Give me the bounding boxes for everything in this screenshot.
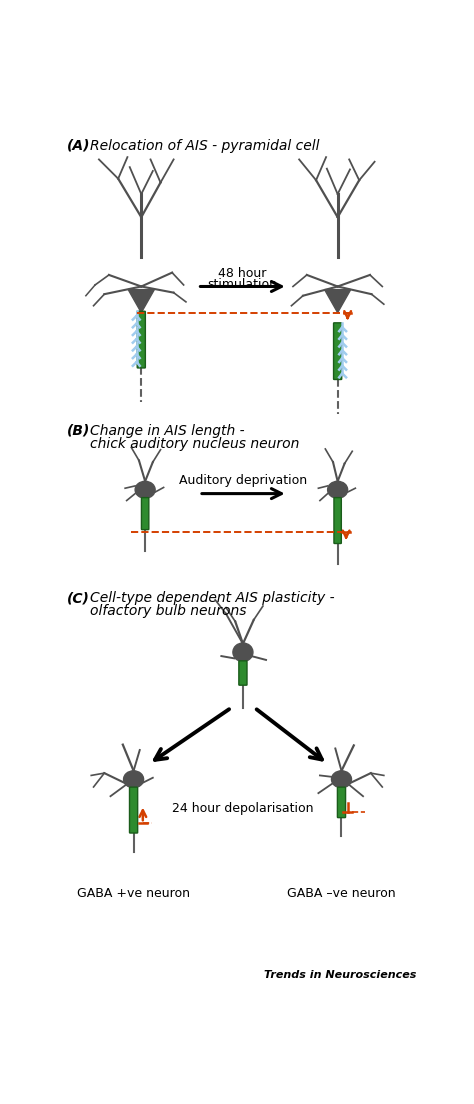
Ellipse shape: [233, 643, 253, 661]
FancyBboxPatch shape: [141, 498, 149, 530]
Text: stimulation: stimulation: [207, 278, 277, 291]
Text: GABA +ve neuron: GABA +ve neuron: [77, 888, 190, 900]
Ellipse shape: [328, 481, 347, 498]
Text: Auditory deprivation: Auditory deprivation: [179, 475, 307, 487]
Polygon shape: [325, 289, 351, 312]
FancyBboxPatch shape: [239, 661, 247, 686]
FancyBboxPatch shape: [334, 322, 342, 380]
Ellipse shape: [135, 481, 155, 498]
Ellipse shape: [331, 771, 352, 788]
FancyBboxPatch shape: [137, 311, 146, 368]
Polygon shape: [128, 289, 155, 312]
Text: chick auditory nucleus neuron: chick auditory nucleus neuron: [90, 436, 299, 450]
Text: (B): (B): [66, 424, 90, 437]
Text: Cell-type dependent AIS plasticity -: Cell-type dependent AIS plasticity -: [90, 592, 334, 605]
FancyBboxPatch shape: [129, 787, 137, 834]
Text: olfactory bulb neurons: olfactory bulb neurons: [90, 605, 246, 618]
Text: 24 hour depolarisation: 24 hour depolarisation: [172, 803, 314, 816]
Text: (C): (C): [66, 592, 90, 605]
Text: Trends in Neurosciences: Trends in Neurosciences: [264, 970, 416, 980]
Text: 48 hour: 48 hour: [218, 267, 266, 280]
FancyBboxPatch shape: [334, 498, 341, 543]
Text: Relocation of AIS - pyramidal cell: Relocation of AIS - pyramidal cell: [90, 139, 319, 152]
Ellipse shape: [124, 771, 144, 788]
Text: GABA –ve neuron: GABA –ve neuron: [287, 888, 396, 900]
Text: Change in AIS length -: Change in AIS length -: [90, 424, 244, 437]
FancyBboxPatch shape: [337, 787, 346, 818]
Text: (A): (A): [66, 139, 90, 152]
